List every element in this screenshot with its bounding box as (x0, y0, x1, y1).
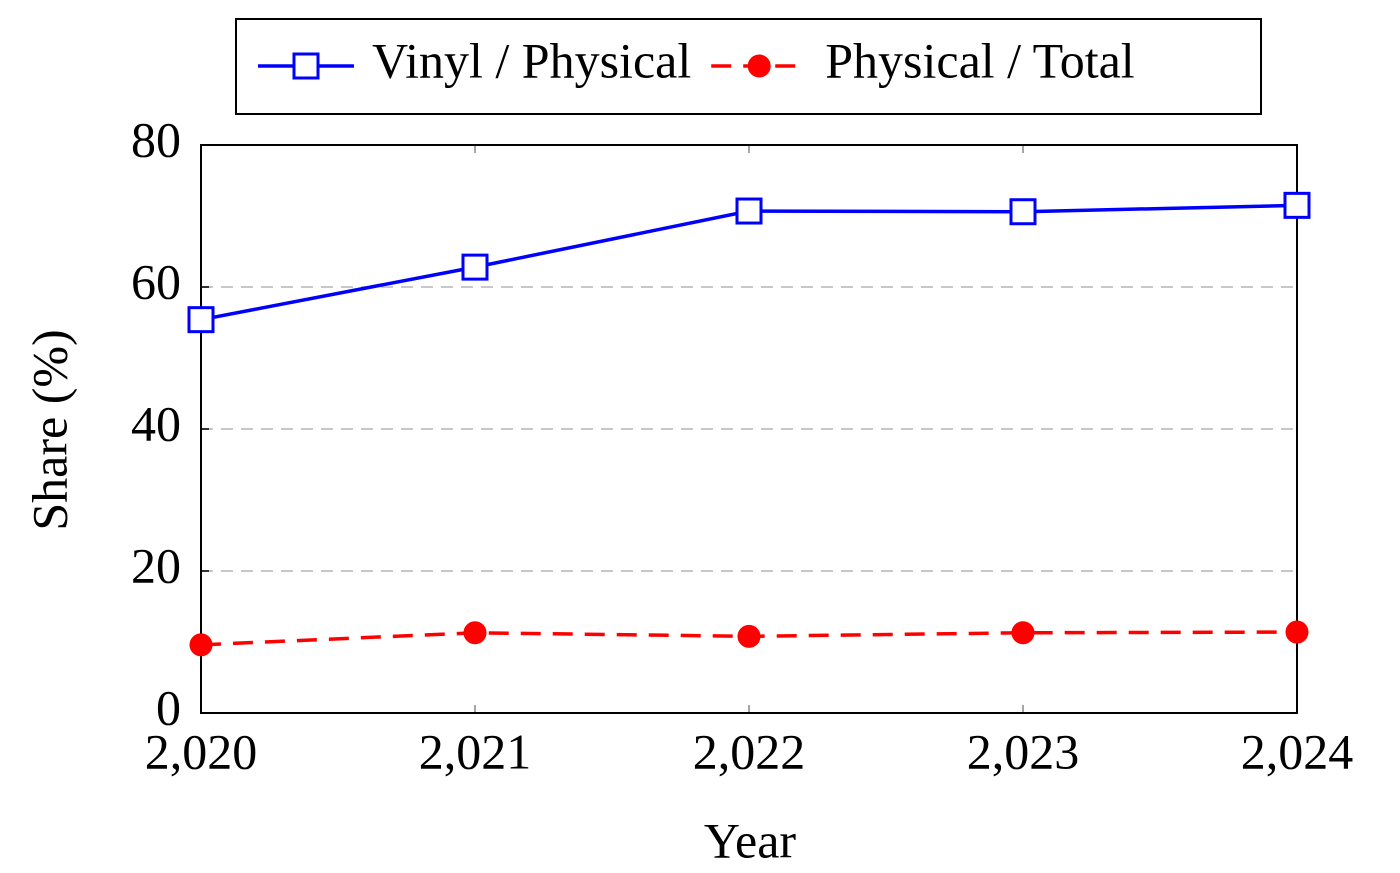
marker (1009, 198, 1037, 226)
y-tick-label: 0 (156, 679, 181, 735)
y-tick-label: 60 (131, 253, 181, 309)
legend-marker (292, 52, 320, 80)
legend-label: Physical / Total (825, 32, 1134, 88)
marker (461, 253, 489, 281)
plot-frame (200, 144, 1298, 714)
marker (735, 197, 763, 225)
legend-label: Vinyl / Physical (372, 32, 691, 88)
x-tick-label: 2,020 (145, 723, 258, 779)
marker (1011, 621, 1035, 645)
x-axis-label: Year (704, 812, 796, 868)
marker (1283, 191, 1311, 219)
y-tick-label: 20 (131, 537, 181, 593)
marker (1285, 620, 1309, 644)
x-tick-label: 2,023 (967, 723, 1080, 779)
y-tick-label: 80 (131, 111, 181, 167)
y-tick-label: 40 (131, 395, 181, 451)
x-tick-label: 2,021 (419, 723, 532, 779)
marker (463, 621, 487, 645)
legend-marker (747, 54, 771, 78)
marker (189, 633, 213, 657)
y-axis-label: Share (%) (21, 329, 77, 530)
marker (187, 306, 215, 334)
x-tick-label: 2,022 (693, 723, 806, 779)
x-tick-label: 2,024 (1241, 723, 1354, 779)
marker (737, 624, 761, 648)
